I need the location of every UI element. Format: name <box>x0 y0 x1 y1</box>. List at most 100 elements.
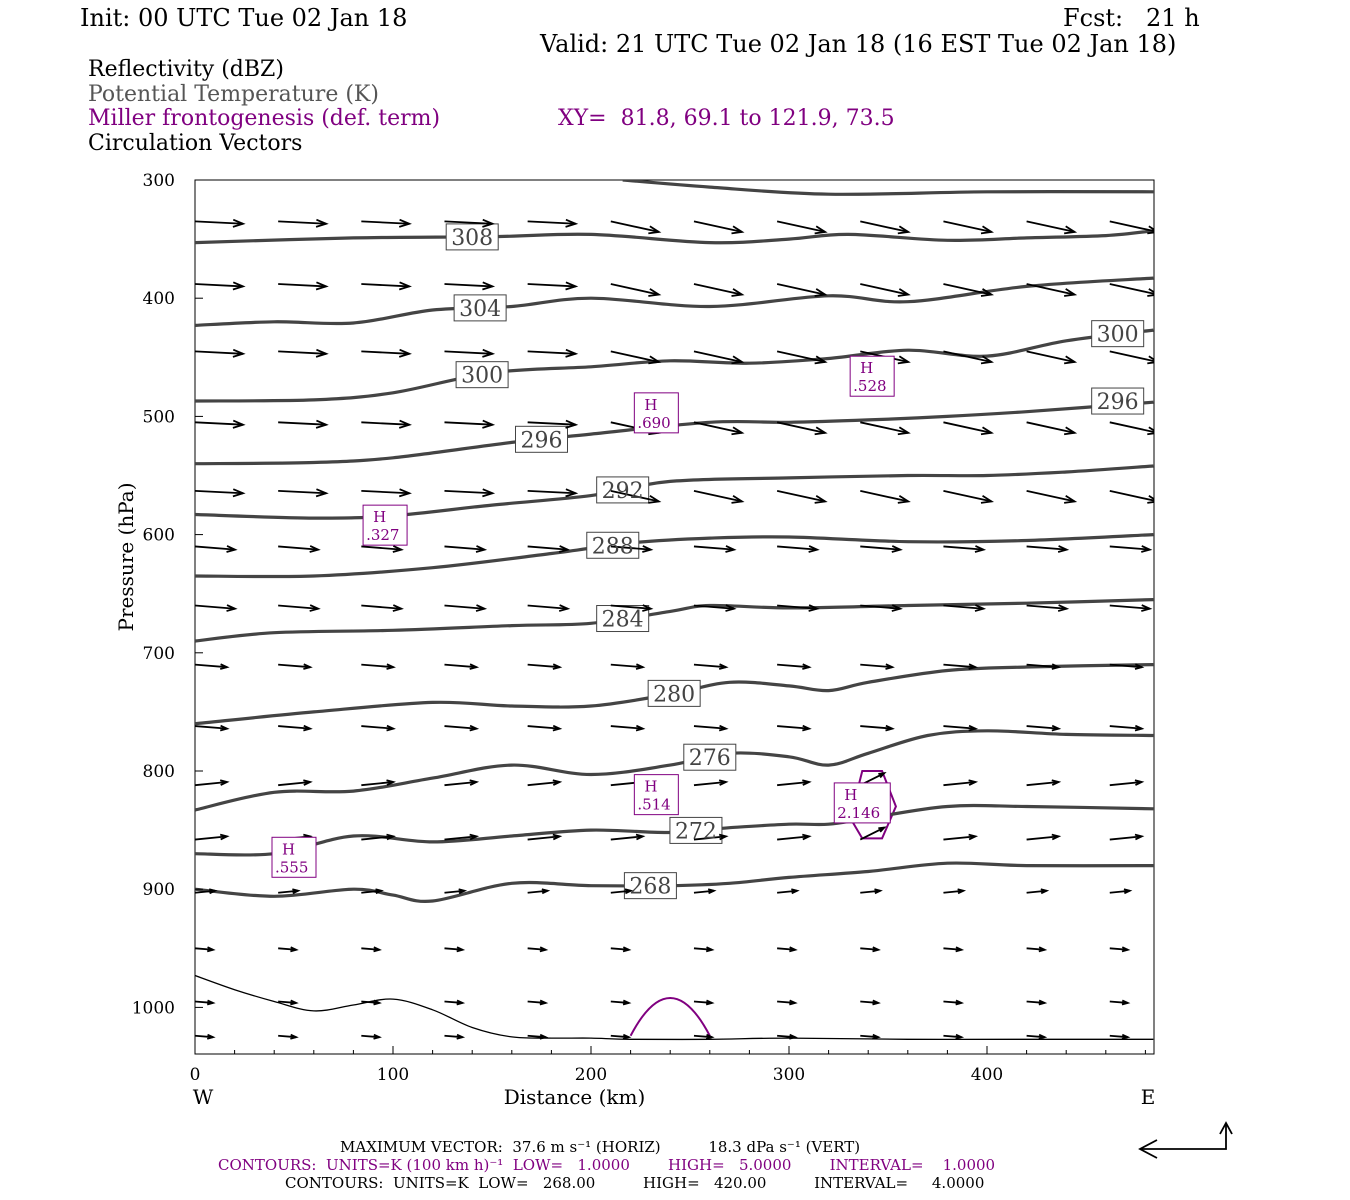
vector-arrowhead <box>552 779 563 786</box>
theta-contour-288 <box>195 533 1154 579</box>
vector-arrowhead <box>635 663 646 670</box>
vector-arrowhead <box>206 1033 216 1040</box>
circulation-vector <box>693 663 727 669</box>
vector-arrowhead <box>375 888 384 895</box>
circulation-vector <box>527 350 576 355</box>
y-tick-label: 700 <box>143 644 175 664</box>
legend-potential-temperature: Potential Temperature (K) <box>88 82 379 107</box>
vector-arrowhead <box>791 888 800 895</box>
vector-arrowhead <box>635 724 646 732</box>
circulation-vector <box>195 545 236 551</box>
circulation-vector <box>444 835 477 841</box>
vector-arrowhead <box>315 488 329 498</box>
circulation-vector <box>1109 220 1154 233</box>
vector-arrowhead <box>1141 604 1153 612</box>
vector-arrowhead <box>386 779 396 786</box>
circulation-vector <box>693 421 743 434</box>
vector-arrowhead <box>897 225 911 235</box>
frontogenesis-max-value: .555 <box>275 858 308 876</box>
circulation-vector <box>860 545 901 551</box>
vector-arrowhead <box>1134 833 1145 841</box>
circulation-vector <box>527 283 576 288</box>
circulation-vector <box>444 350 493 355</box>
circulation-vector <box>195 835 228 841</box>
circulation-vector <box>693 781 727 787</box>
circulation-vector <box>693 889 715 894</box>
vector-arrowhead <box>731 288 745 297</box>
vector-arrowhead <box>980 355 995 365</box>
vector-arrowhead <box>980 288 995 297</box>
y-tick-label: 800 <box>143 762 175 782</box>
vector-arrowhead <box>814 494 828 504</box>
circulation-vector <box>693 1034 713 1039</box>
x-tick-label: 0 <box>190 1065 201 1085</box>
circulation-vector <box>1026 350 1075 363</box>
circulation-vector <box>943 663 976 669</box>
circulation-vector <box>610 545 651 551</box>
circulation-vector <box>361 725 394 730</box>
circulation-vector <box>444 947 463 951</box>
circulation-vector <box>527 835 560 841</box>
circulation-vector <box>361 835 394 841</box>
vector-arrowhead <box>219 833 230 841</box>
vector-arrowhead <box>1134 663 1145 670</box>
circulation-vector <box>444 604 485 610</box>
vector-arrowhead <box>1051 663 1062 670</box>
circulation-vector <box>1026 781 1059 787</box>
circulation-vector <box>361 283 410 288</box>
frontogenesis-max-value: .514 <box>637 796 670 814</box>
x-tick-label: 300 <box>773 1065 805 1085</box>
vector-arrowhead <box>1134 724 1145 732</box>
vector-arrowhead <box>718 663 729 670</box>
vector-arrowhead <box>897 494 911 504</box>
vector-arrowhead <box>1121 999 1131 1006</box>
vector-arrowhead <box>705 1033 715 1040</box>
vector-arrowhead <box>303 663 313 670</box>
vector-arrowhead <box>718 779 729 786</box>
vector-arrowhead <box>309 604 321 612</box>
vector-arrowhead <box>1038 946 1048 953</box>
frontogenesis-max-label: H <box>644 396 657 414</box>
vector-arrowhead <box>315 348 329 358</box>
vector-arrowhead <box>1038 1033 1048 1040</box>
circulation-vector <box>777 725 810 730</box>
vector-arrowhead <box>290 999 299 1006</box>
circulation-vector <box>361 663 394 669</box>
theta-label-288: 288 <box>592 534 634 559</box>
circulation-vector <box>693 725 727 730</box>
vector-arrowhead <box>558 545 571 553</box>
circulation-vector <box>527 604 568 610</box>
theta-label-box <box>586 531 640 559</box>
vector-arrowhead <box>315 419 329 429</box>
vector-arrowhead <box>1051 833 1062 841</box>
theta-contour-info: CONTOURS: UNITS=K LOW= 268.00 HIGH= 420.… <box>285 1174 985 1192</box>
circulation-vector <box>444 220 493 225</box>
circulation-vector <box>527 947 546 951</box>
reference-vector-head-up <box>1219 1121 1233 1135</box>
theta-label-box <box>596 476 650 504</box>
vector-arrowhead <box>731 225 745 235</box>
vector-arrowhead <box>1134 779 1145 786</box>
legend-reflectivity: Reflectivity (dBZ) <box>88 57 284 82</box>
circulation-vector <box>278 545 319 551</box>
vector-arrowhead <box>897 426 911 436</box>
theta-contour-296 <box>195 400 1154 466</box>
circulation-vector <box>444 663 477 669</box>
circulation-vector <box>610 283 659 296</box>
circulation-vector <box>693 220 743 233</box>
vector-arrowhead <box>386 663 396 670</box>
circulation-vector <box>278 781 311 787</box>
theta-label-box <box>455 361 509 389</box>
frontogenesis-max-value: .327 <box>366 526 399 544</box>
circulation-vector <box>777 1000 796 1004</box>
vector-arrowhead <box>955 999 965 1006</box>
circulation-vector <box>943 604 984 610</box>
vector-arrowhead <box>392 545 404 553</box>
circulation-vector <box>1109 545 1150 551</box>
circulation-vector <box>195 220 244 225</box>
circulation-vector <box>860 220 909 233</box>
circulation-vector <box>527 489 576 495</box>
theta-label-box <box>445 223 499 251</box>
frontogenesis-max-value: .690 <box>637 414 670 432</box>
vector-arrowhead <box>648 494 662 504</box>
